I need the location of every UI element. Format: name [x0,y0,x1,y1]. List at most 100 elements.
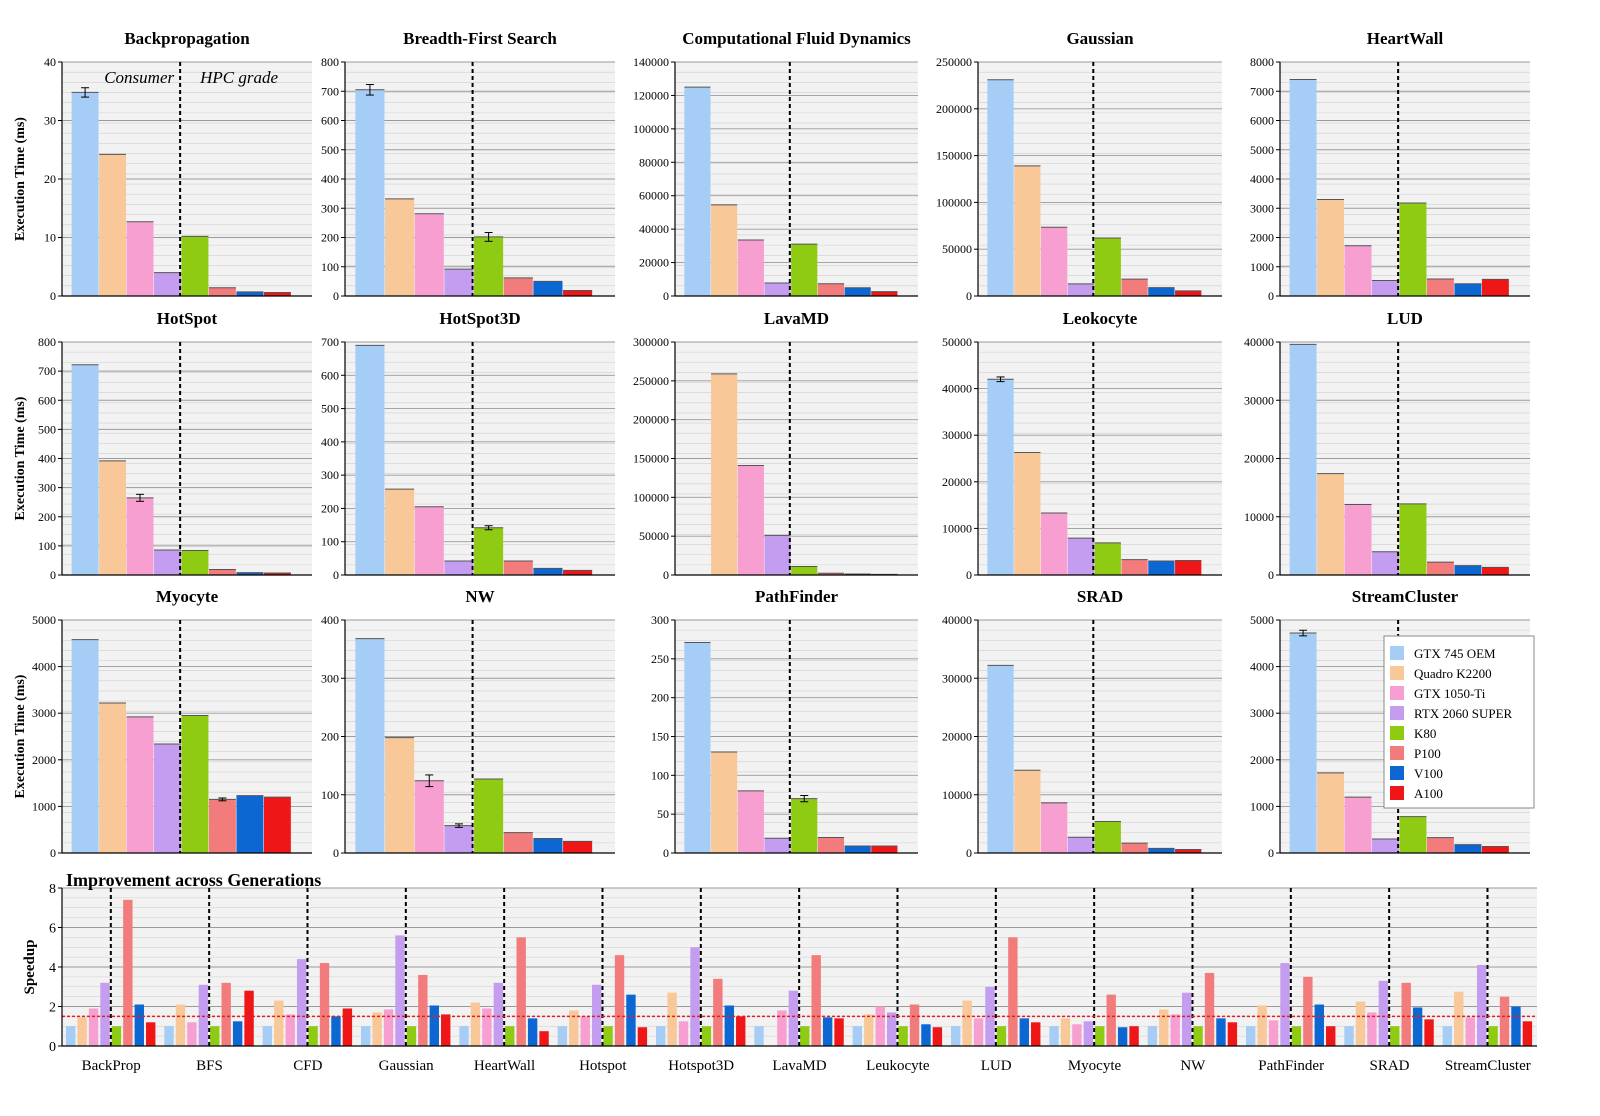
speedup-bar [111,1026,122,1046]
speedup-bar [701,1026,712,1046]
bar-gtx-745-oem [355,638,385,853]
speedup-bar [875,1006,885,1046]
y-tick-label: 40000 [1244,335,1274,349]
category-label: BackProp [82,1058,141,1074]
speedup-bar [187,1022,197,1046]
y-tick-label: 0 [50,289,56,303]
speedup-bar [244,990,254,1046]
bar-p100 [503,561,533,575]
speedup-bar [736,1016,746,1046]
speedup-bar [383,1009,394,1046]
category-label: Gaussian [379,1058,434,1074]
y-tick-label: 800 [321,55,339,69]
bar-v100 [1454,565,1482,575]
speedup-bar [406,1026,417,1046]
speedup-bar [921,1024,931,1046]
speedup-bar [886,1012,897,1046]
panel-11: 0 1000 2000 3000 4000 5000 Myocyte Execution Ti… [13,587,312,860]
bar-rtx-2060-super [764,535,791,575]
legend-label: K80 [1414,726,1436,741]
bar-p100 [1426,837,1454,853]
bar-v100 [236,572,264,575]
speedup-bar [1257,1005,1267,1046]
speedup-bar [591,984,602,1046]
y-tick-label: 600 [38,393,56,407]
legend-label: Quadro K2200 [1414,666,1492,681]
speedup-bar [1170,1014,1180,1046]
speedup-bar [777,1010,787,1046]
legend-swatch [1390,766,1404,780]
category-label: NW [1180,1058,1206,1074]
speedup-bar [1522,1021,1533,1046]
chart-title: Breadth-First Search [403,29,557,48]
y-tick-label: 200 [38,510,56,524]
category-label: Hotspot3D [668,1058,734,1074]
y-tick-label: 0 [333,568,339,582]
bar-k80 [474,779,504,853]
y-tick-label: 100 [321,260,339,274]
speedup-bar [493,982,504,1046]
y-axis-label: Execution Time (ms) [13,396,28,520]
bar-rtx-2060-super [764,838,791,853]
speedup-bar [1390,1026,1400,1046]
y-tick-label: 500 [38,422,56,436]
panels: 0 10 20 30 40 Backpropagation Consumer HPC grad… [13,29,1530,860]
y-tick-label: 2000 [1250,753,1274,767]
bar-v100 [1148,287,1175,296]
speedup-bar [1129,1026,1139,1046]
bar-rtx-2060-super [1372,280,1399,296]
bar-v100 [533,568,563,575]
y-axis-label: Execution Time (ms) [13,674,28,798]
speedup-bar [1204,972,1215,1046]
speedup-bar [951,1026,961,1046]
speedup-bar [232,1021,243,1046]
speedup-bar [516,937,526,1046]
y-tick-label: 60000 [639,189,669,203]
speedup-bar [1314,1004,1324,1046]
y-tick-label: 20000 [1244,452,1274,466]
panel-5: 0 1000 2000 3000 4000 5000 6000 7000 8000 HeartWa… [1250,29,1530,303]
y-tick-label: 3000 [1250,706,1274,720]
panel-2: 0 100 200 300 400 500 600 700 800 Breadth-First S… [321,29,615,303]
y-tick-label: 5000 [1250,613,1274,627]
legend-swatch [1390,686,1404,700]
speedup-bar [1246,1026,1256,1046]
speedup-bar [678,1021,689,1046]
bar-rtx-2060-super [1372,839,1399,853]
speedup-bar [1454,991,1464,1046]
speedup-bar [123,899,133,1046]
bar-quadro-k2200 [1317,772,1345,853]
legend: GTX 745 OEM Quadro K2200 GTX 1050-Ti RTX 20… [1383,635,1535,809]
y-tick-label: 30000 [1244,393,1274,407]
speedup-bar [470,1002,481,1046]
speedup-bar [482,1008,492,1046]
bar-p100 [1426,279,1454,296]
speedup-bar [441,1014,451,1046]
y-tick-label: 100000 [633,122,669,136]
bar-rtx-2060-super [1067,538,1095,575]
y-tick-label: 0 [1268,846,1274,860]
y-tick-label: 0 [663,289,669,303]
y-tick-label: 10000 [942,521,972,535]
category-label: BFS [196,1058,223,1074]
y-tick-label: 100 [321,788,339,802]
speedup-bar [713,978,723,1046]
y-tick-label: 20000 [639,256,669,270]
y-tick-label: 10 [44,231,56,245]
bar-k80 [474,236,504,296]
y-tick-label: 0 [1268,568,1274,582]
bar-quadro-k2200 [711,373,738,575]
y-tick-label: 20000 [942,475,972,489]
speedup-bar [667,992,677,1046]
bar-gtx-1050-ti [737,790,764,853]
bar-p100 [208,799,236,853]
speedup-bar [459,1026,469,1046]
y-tick-label: 0 [50,568,56,582]
bar-gtx-1050-ti [1344,797,1372,853]
bar-k80 [1094,542,1121,575]
panel-1: 0 10 20 30 40 Backpropagation Consumer HPC grad… [13,29,312,303]
legend-swatch [1390,746,1404,760]
chart-title: Computational Fluid Dynamics [682,29,911,48]
y-tick-label: 30 [44,114,56,128]
bar-a100 [263,572,291,575]
